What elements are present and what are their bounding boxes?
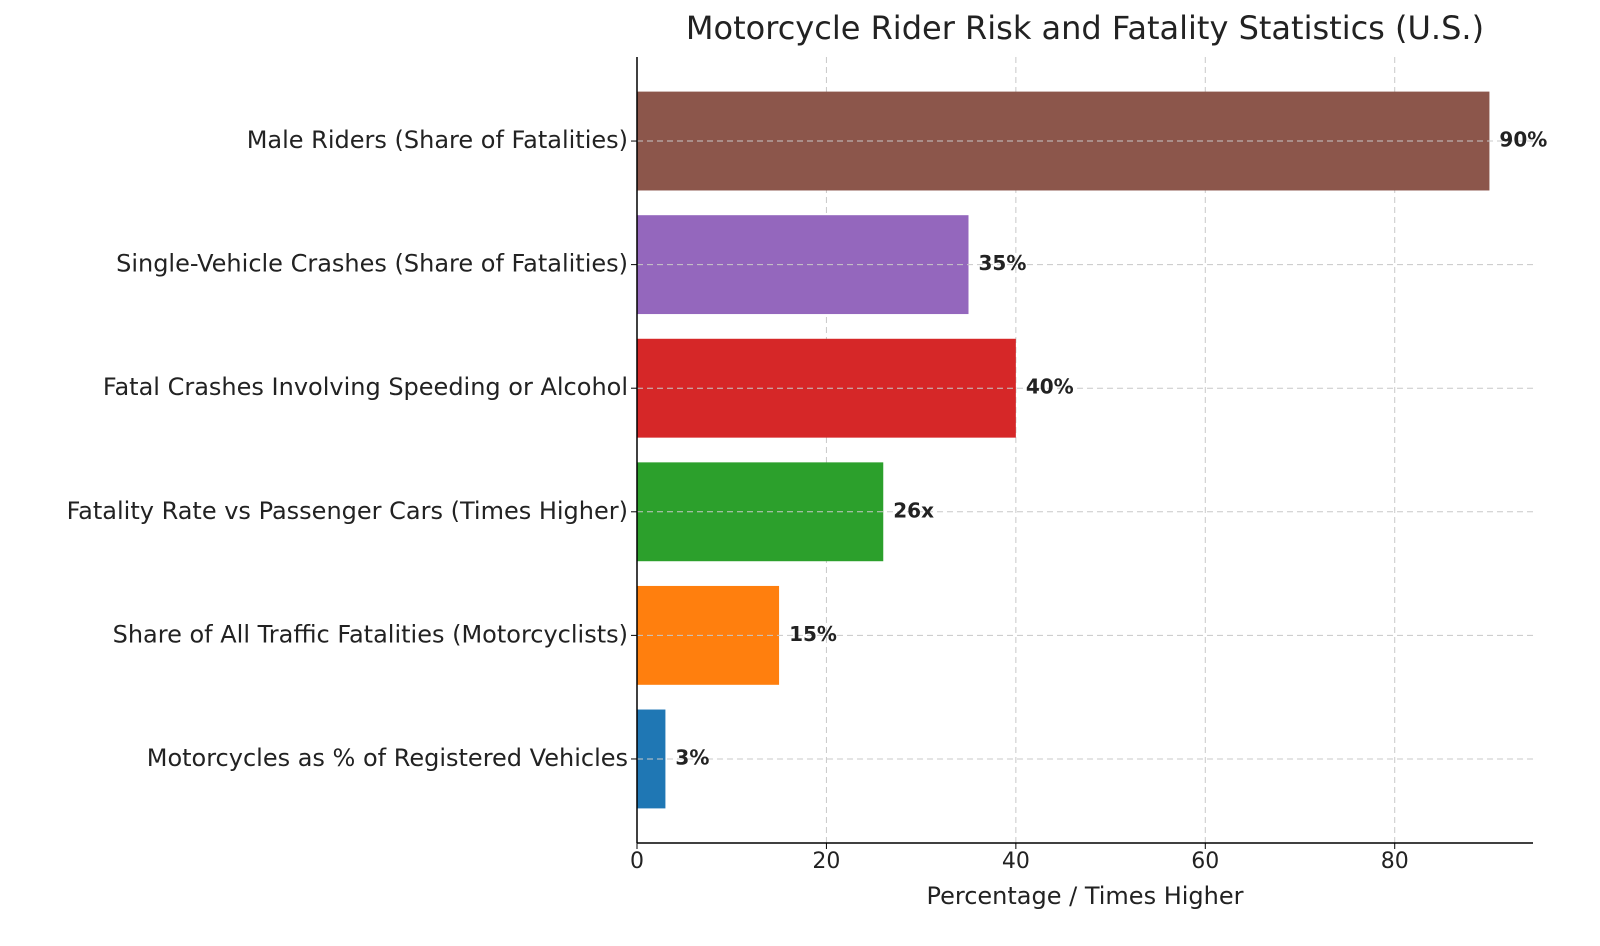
x-tick-label: 80 xyxy=(1381,849,1409,874)
value-label: 15% xyxy=(789,622,837,646)
x-tick-label: 60 xyxy=(1191,849,1219,874)
value-label: 3% xyxy=(675,745,709,769)
value-label: 26x xyxy=(893,498,934,522)
y-tick-label: Fatality Rate vs Passenger Cars (Times H… xyxy=(67,497,628,525)
x-axis-label: Percentage / Times Higher xyxy=(926,882,1243,910)
value-label: 40% xyxy=(1026,375,1074,399)
y-tick-label: Male Riders (Share of Fatalities) xyxy=(247,126,628,154)
y-tick-label: Motorcycles as % of Registered Vehicles xyxy=(147,744,628,772)
value-label: 35% xyxy=(979,251,1027,275)
x-tick-label: 20 xyxy=(812,849,840,874)
chart-title: Motorcycle Rider Risk and Fatality Stati… xyxy=(686,9,1484,47)
x-tick-label: 0 xyxy=(630,849,644,874)
value-label: 90% xyxy=(1499,128,1547,152)
y-tick-label: Fatal Crashes Involving Speeding or Alco… xyxy=(103,373,628,401)
x-tick-label: 40 xyxy=(1002,849,1030,874)
y-tick-label: Share of All Traffic Fatalities (Motorcy… xyxy=(113,620,628,648)
y-tick-label: Single-Vehicle Crashes (Share of Fatalit… xyxy=(116,250,628,278)
